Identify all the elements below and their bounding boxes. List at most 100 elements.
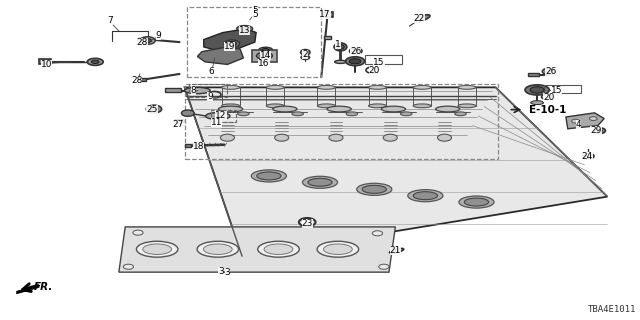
Text: 24: 24 [581,152,593,161]
Ellipse shape [346,57,365,66]
Bar [211,110,236,123]
Ellipse shape [273,106,297,112]
Text: 14: 14 [260,51,271,60]
Ellipse shape [369,104,387,108]
Bar [166,88,181,92]
Circle shape [594,128,605,133]
Text: 28: 28 [137,38,148,47]
Polygon shape [17,285,39,294]
Ellipse shape [335,60,346,63]
Text: 8: 8 [191,86,196,95]
Ellipse shape [301,50,310,55]
Text: 3: 3 [218,267,224,276]
Circle shape [589,117,597,121]
Ellipse shape [204,244,232,254]
Ellipse shape [383,134,397,141]
Circle shape [572,119,579,123]
Text: 1: 1 [335,40,340,49]
Circle shape [372,231,383,236]
Circle shape [133,230,143,235]
Ellipse shape [327,106,351,112]
Ellipse shape [240,27,249,31]
Text: 11: 11 [211,118,222,127]
Ellipse shape [458,85,476,89]
Ellipse shape [356,183,392,196]
Circle shape [181,110,194,116]
Ellipse shape [258,241,300,257]
Ellipse shape [438,134,452,141]
Ellipse shape [436,106,460,112]
Bar [138,38,146,40]
Ellipse shape [317,104,335,108]
Circle shape [144,39,152,43]
Bar [527,73,539,76]
Ellipse shape [390,248,404,253]
Ellipse shape [465,198,488,206]
Circle shape [379,264,389,269]
Circle shape [597,129,602,132]
Ellipse shape [237,112,249,116]
Ellipse shape [458,104,476,108]
Bar [543,85,580,93]
Ellipse shape [349,59,361,64]
Ellipse shape [413,104,431,108]
Text: 5: 5 [252,6,258,15]
Ellipse shape [329,134,343,141]
Ellipse shape [455,112,467,116]
Circle shape [150,107,158,111]
Ellipse shape [197,241,239,257]
Text: 19: 19 [223,42,235,52]
Text: 29: 29 [590,126,602,135]
Ellipse shape [408,190,443,202]
Text: 10: 10 [41,60,52,69]
Ellipse shape [525,85,549,95]
Ellipse shape [266,104,284,108]
Text: 17: 17 [319,10,331,19]
Ellipse shape [275,134,289,141]
Ellipse shape [414,15,430,22]
Text: 27: 27 [173,120,184,129]
Ellipse shape [257,52,273,59]
Ellipse shape [401,112,412,116]
Text: 15: 15 [550,86,562,95]
Ellipse shape [459,196,494,208]
Text: 4: 4 [576,120,582,129]
Text: 21: 21 [390,246,401,255]
Ellipse shape [369,85,387,89]
Ellipse shape [143,244,172,254]
Circle shape [542,68,555,75]
Text: 6: 6 [209,67,214,76]
Text: 23: 23 [301,219,313,228]
Circle shape [147,105,162,113]
Ellipse shape [220,134,234,141]
Ellipse shape [346,112,358,116]
Circle shape [140,37,156,44]
Circle shape [349,48,362,54]
Ellipse shape [252,170,287,182]
Text: 9: 9 [207,92,213,101]
Polygon shape [119,227,396,272]
Ellipse shape [218,106,243,112]
Text: 7: 7 [108,16,113,25]
Polygon shape [184,87,607,256]
Ellipse shape [334,43,347,51]
Text: E-10-1: E-10-1 [529,105,567,115]
Text: 25: 25 [147,105,157,114]
Text: 9: 9 [156,31,161,40]
Ellipse shape [413,85,431,89]
Text: 13: 13 [239,27,250,36]
Ellipse shape [87,58,103,65]
Bar [252,50,277,62]
Ellipse shape [262,49,269,52]
Ellipse shape [317,85,335,89]
Text: 26: 26 [545,67,557,76]
Text: 5: 5 [252,10,258,19]
Ellipse shape [260,54,269,58]
Bar [324,36,332,39]
Ellipse shape [264,244,293,254]
Polygon shape [204,29,256,52]
Text: 3: 3 [225,268,230,277]
Ellipse shape [136,241,178,257]
Ellipse shape [257,172,281,180]
Ellipse shape [221,104,239,108]
